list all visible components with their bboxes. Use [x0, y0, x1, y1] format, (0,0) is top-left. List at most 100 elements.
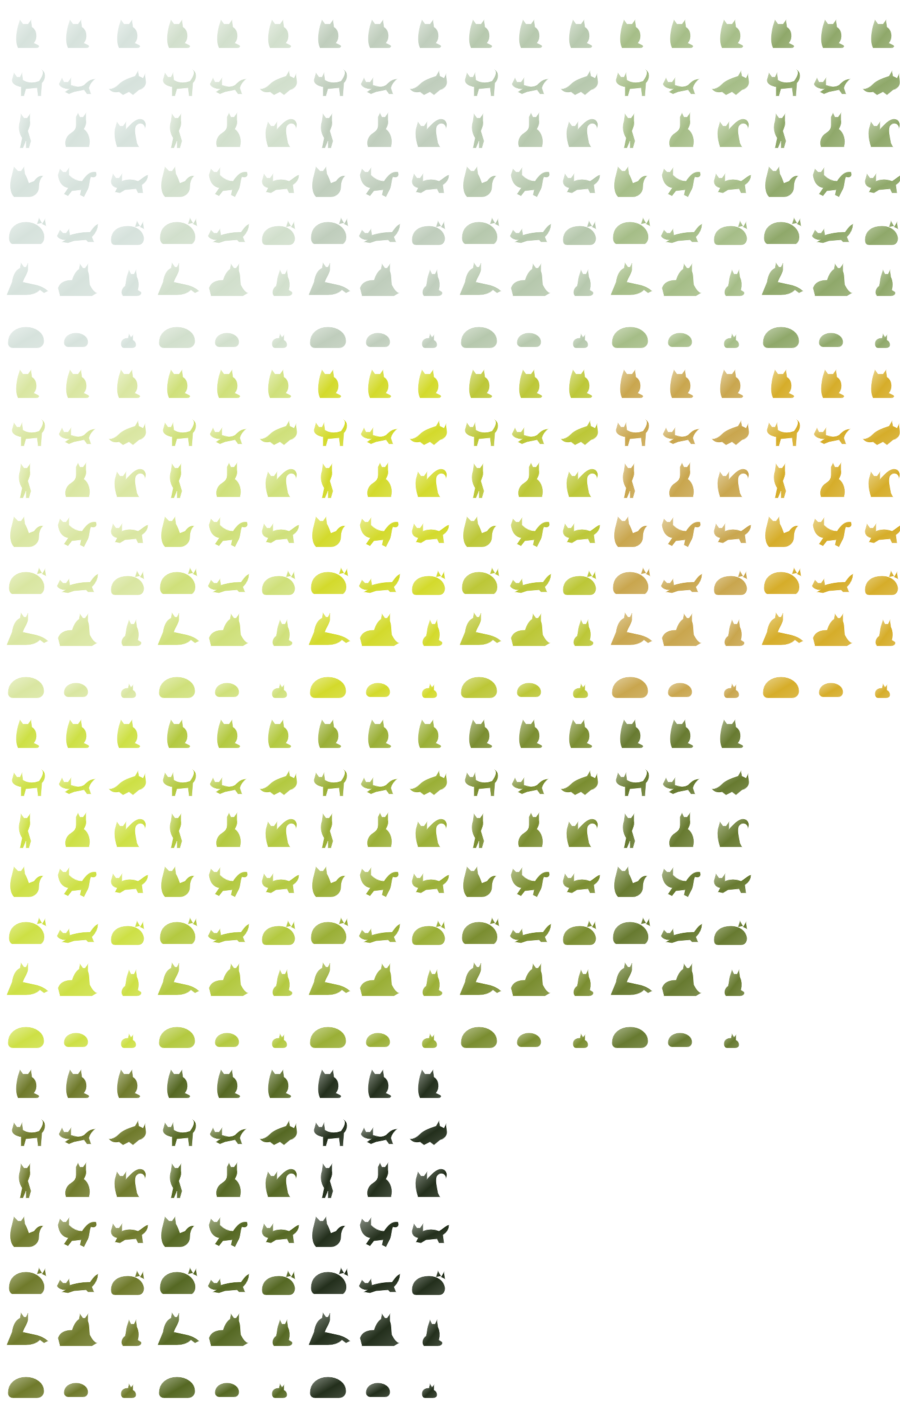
cat-sleeping-ball-icon: [457, 1013, 503, 1053]
cat-sitting-small-icon: [809, 12, 855, 52]
cat-curled-icon: [105, 910, 151, 950]
cat-crouching-icon: [256, 161, 302, 201]
cat-leaping-icon: [809, 511, 855, 551]
cat-sitting-small-icon: [205, 362, 251, 402]
cat-sitting-small-icon: [356, 1062, 402, 1102]
cat-sitting-tail-curl-icon: [708, 811, 754, 851]
cat-sitting-fluffy-icon: [306, 861, 352, 901]
cat-sitting-small-icon: [658, 12, 704, 52]
cat-leaping-icon: [205, 161, 251, 201]
cat-sitting-small-icon: [155, 12, 201, 52]
cat-stretching-long-icon: [306, 960, 352, 1000]
cat-sleeping-small-icon: [658, 663, 704, 703]
cat-creeping-icon: [54, 210, 100, 250]
cat-creeping-icon: [658, 210, 704, 250]
cat-sitting-tail-curl-icon: [256, 461, 302, 501]
cat-curled-icon: [105, 560, 151, 600]
cat-sleeping-small-icon: [507, 1013, 553, 1053]
cat-kitten-sitting-icon: [406, 1310, 452, 1350]
cat-crouching-icon: [406, 161, 452, 201]
cat-sitting-small-icon: [256, 362, 302, 402]
cat-crouching-icon: [708, 511, 754, 551]
cat-stretching-long-icon: [608, 960, 654, 1000]
cat-sitting-tail-curl-icon: [406, 461, 452, 501]
cat-pouncing-icon: [557, 762, 603, 802]
cat-standing-up-icon: [608, 111, 654, 151]
cat-lying-icon: [658, 260, 704, 300]
cat-creeping-icon: [356, 210, 402, 250]
cat-stretching-long-icon: [608, 610, 654, 650]
cat-pouncing-icon: [256, 62, 302, 102]
cat-stretching-long-icon: [155, 260, 201, 300]
cat-sleeping-small-icon: [54, 313, 100, 353]
cat-sitting-icon: [54, 811, 100, 851]
cat-standing-up-icon: [759, 111, 805, 151]
cat-leaping-icon: [356, 161, 402, 201]
cat-standing-up-icon: [306, 811, 352, 851]
cat-lying-icon: [658, 960, 704, 1000]
cat-tiny-sleeping-icon: [256, 313, 302, 353]
cat-sitting-small-icon: [256, 712, 302, 752]
cat-sitting-small-icon: [507, 362, 553, 402]
cat-pouncing-icon: [105, 1112, 151, 1152]
cat-pouncing-icon: [256, 762, 302, 802]
cat-lying-icon: [205, 610, 251, 650]
cat-sitting-tail-curl-icon: [557, 811, 603, 851]
cat-curled-icon: [708, 560, 754, 600]
cat-creeping-icon: [809, 210, 855, 250]
cat-sleeping-small-icon: [205, 313, 251, 353]
cat-standing-up-icon: [759, 461, 805, 501]
cat-sitting-small-icon: [256, 12, 302, 52]
cat-sitting-small-icon: [4, 362, 50, 402]
cat-sleeping-ball-icon: [608, 313, 654, 353]
cat-tiny-sleeping-icon: [256, 1363, 302, 1403]
cat-tiny-sleeping-icon: [557, 313, 603, 353]
cat-sitting-icon: [54, 461, 100, 501]
cat-tiny-sleeping-icon: [406, 1013, 452, 1053]
cat-crouching-icon: [557, 511, 603, 551]
cat-curled-icon: [557, 560, 603, 600]
cat-sleeping-ball-icon: [306, 663, 352, 703]
cat-sleeping-ball-icon: [4, 1013, 50, 1053]
cat-loaf-icon: [4, 1260, 50, 1300]
cat-sitting-icon: [809, 111, 855, 151]
cat-pouncing-icon: [406, 412, 452, 452]
cat-sitting-fluffy-icon: [457, 511, 503, 551]
cat-kitten-sitting-icon: [708, 610, 754, 650]
cat-tiny-sleeping-icon: [557, 1013, 603, 1053]
cat-tiny-sleeping-icon: [105, 1013, 151, 1053]
cat-lying-icon: [54, 610, 100, 650]
cat-loaf-icon: [457, 560, 503, 600]
cat-creeping-icon: [356, 1260, 402, 1300]
cat-kitten-sitting-icon: [406, 610, 452, 650]
cat-sitting-fluffy-icon: [155, 511, 201, 551]
cat-lying-icon: [356, 960, 402, 1000]
cat-sitting-fluffy-icon: [155, 161, 201, 201]
cat-stretching-icon: [54, 62, 100, 102]
cat-loaf-icon: [155, 1260, 201, 1300]
cat-sitting-small-icon: [406, 712, 452, 752]
cat-tiny-sleeping-icon: [105, 1363, 151, 1403]
cat-sleeping-ball-icon: [4, 1363, 50, 1403]
cat-pouncing-icon: [256, 412, 302, 452]
cat-sitting-fluffy-icon: [306, 161, 352, 201]
cat-sitting-tail-curl-icon: [859, 461, 900, 501]
cat-sitting-small-icon: [306, 362, 352, 402]
cat-tiny-sleeping-icon: [859, 313, 900, 353]
cat-curled-icon: [859, 210, 900, 250]
cat-leaping-icon: [658, 861, 704, 901]
cat-sitting-small-icon: [256, 1062, 302, 1102]
cat-sitting-fluffy-icon: [155, 1211, 201, 1251]
cat-kitten-sitting-icon: [256, 260, 302, 300]
cat-crouching-icon: [406, 511, 452, 551]
cat-stretching-icon: [356, 1112, 402, 1152]
cat-creeping-icon: [356, 910, 402, 950]
cat-pouncing-icon: [105, 62, 151, 102]
cat-standing-up-icon: [608, 811, 654, 851]
cat-kitten-sitting-icon: [557, 610, 603, 650]
cat-sleeping-small-icon: [356, 313, 402, 353]
cat-stretching-icon: [205, 62, 251, 102]
cat-stretching-icon: [54, 412, 100, 452]
cat-sitting-fluffy-icon: [4, 861, 50, 901]
cat-stretching-icon: [205, 1112, 251, 1152]
